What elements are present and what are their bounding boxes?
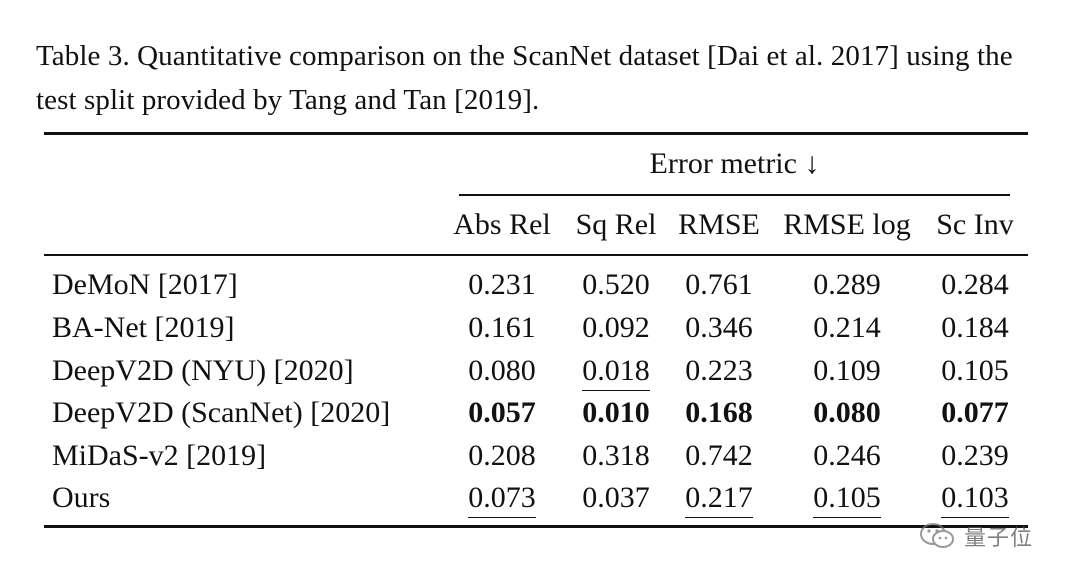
- cell-value: 0.223: [685, 354, 753, 387]
- method-name: MiDaS-v2 [2019]: [52, 439, 267, 472]
- cell-value: 0.231: [468, 268, 536, 301]
- table-cell: 0.223: [639, 351, 799, 391]
- bottom-rule: [44, 525, 1028, 528]
- group-rule: [459, 194, 1010, 196]
- cell-value: 0.073: [468, 481, 536, 518]
- cell-value: 0.018: [582, 354, 650, 391]
- cell-value: 0.239: [941, 439, 1009, 472]
- method-name: Ours: [52, 481, 111, 514]
- table-cell: 0.318: [536, 436, 696, 476]
- group-header-error-metric: Error metric ↓: [649, 147, 820, 180]
- table-cell: 0.761: [639, 265, 799, 305]
- table-cell: 0.080: [767, 393, 927, 433]
- table-cell: 0.077: [895, 393, 1055, 433]
- cell-value: 0.168: [685, 396, 753, 429]
- watermark-text: 量子位: [964, 526, 1034, 551]
- table-cell: 0.214: [767, 308, 927, 348]
- table-cell: 0.184: [895, 308, 1055, 348]
- table-cell: 0.037: [536, 478, 696, 518]
- cell-value: 0.080: [813, 396, 881, 429]
- cell-value: 0.318: [582, 439, 650, 472]
- cell-value: 0.077: [941, 396, 1009, 429]
- top-rule: [44, 132, 1028, 135]
- wechat-icon: [920, 523, 954, 548]
- header-rule: [44, 254, 1028, 256]
- table-cell: 0.057: [422, 393, 582, 433]
- cell-value: 0.208: [468, 439, 536, 472]
- cell-value: 0.246: [813, 439, 881, 472]
- table-cell: 0.080: [422, 351, 582, 391]
- cell-value: 0.161: [468, 311, 536, 344]
- cell-value: 0.346: [685, 311, 753, 344]
- method-name: BA-Net [2019]: [52, 311, 235, 344]
- table-cell: 0.289: [767, 265, 927, 305]
- cell-value: 0.103: [941, 481, 1009, 518]
- table-cell: 0.742: [639, 436, 799, 476]
- table-cell: 0.010: [536, 393, 696, 433]
- cell-value: 0.217: [685, 481, 753, 518]
- column-header-abs-rel: Abs Rel: [453, 208, 551, 241]
- cell-value: 0.057: [468, 396, 536, 429]
- table-cell: 0.073: [422, 478, 582, 518]
- table-cell: 0.239: [895, 436, 1055, 476]
- table-cell: 0.520: [536, 265, 696, 305]
- cell-value: 0.105: [813, 481, 881, 518]
- table-cell: 0.092: [536, 308, 696, 348]
- table-cell: 0.018: [536, 351, 696, 391]
- table-cell: 0.231: [422, 265, 582, 305]
- cell-value: 0.520: [582, 268, 650, 301]
- table-cell: 0.208: [422, 436, 582, 476]
- table-cell: 0.109: [767, 351, 927, 391]
- cell-value: 0.105: [941, 354, 1009, 387]
- cell-value: 0.289: [813, 268, 881, 301]
- column-header-rmse: RMSE: [678, 208, 760, 241]
- cell-value: 0.080: [468, 354, 536, 387]
- cell-value: 0.109: [813, 354, 881, 387]
- table-cell: 0.161: [422, 308, 582, 348]
- column-header-rmse-log: RMSE log: [783, 208, 911, 241]
- column-header-sq-rel: Sq Rel: [575, 208, 657, 241]
- method-name: DeMoN [2017]: [52, 268, 238, 301]
- watermark: 量子位: [918, 520, 1033, 552]
- table-cell: 0.105: [895, 351, 1055, 391]
- method-name: DeepV2D (ScanNet) [2020]: [52, 396, 391, 429]
- table-cell: 0.346: [639, 308, 799, 348]
- table-cell: 0.217: [639, 478, 799, 518]
- table-cell: 0.103: [895, 478, 1055, 518]
- cell-value: 0.037: [582, 481, 650, 514]
- cell-value: 0.184: [941, 311, 1009, 344]
- table-cell: 0.246: [767, 436, 927, 476]
- cell-value: 0.284: [941, 268, 1009, 301]
- cell-value: 0.214: [813, 311, 881, 344]
- cell-value: 0.742: [685, 439, 753, 472]
- table-cell: 0.284: [895, 265, 1055, 305]
- table-cell: 0.168: [639, 393, 799, 433]
- cell-value: 0.010: [582, 396, 650, 429]
- column-header-sc-inv: Sc Inv: [936, 208, 1014, 241]
- cell-value: 0.092: [582, 311, 650, 344]
- table-cell: 0.105: [767, 478, 927, 518]
- cell-value: 0.761: [685, 268, 753, 301]
- method-name: DeepV2D (NYU) [2020]: [52, 354, 354, 387]
- table-caption: Table 3. Quantitative comparison on the …: [36, 40, 1013, 116]
